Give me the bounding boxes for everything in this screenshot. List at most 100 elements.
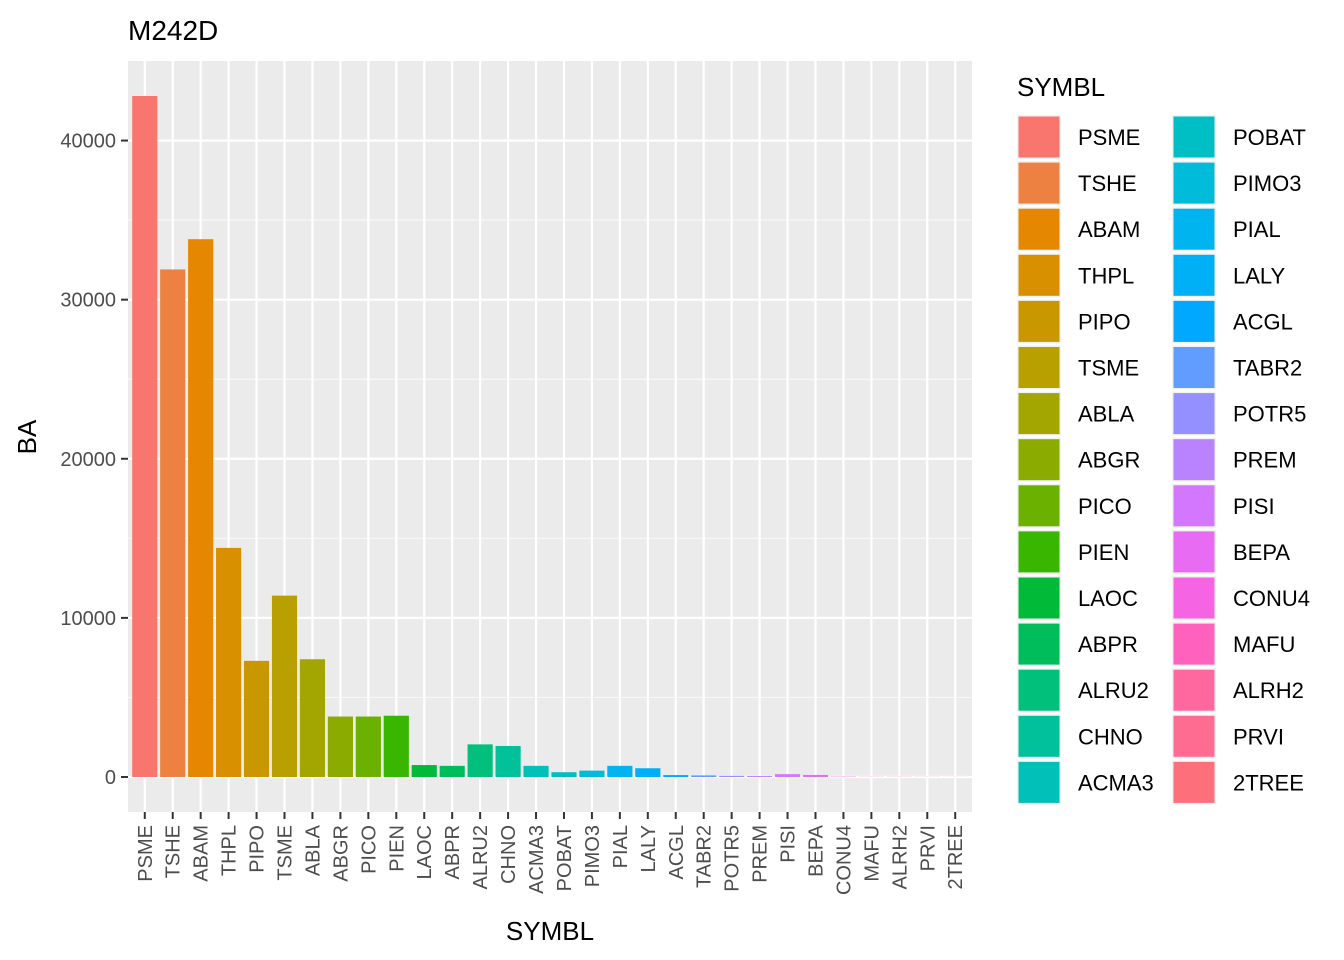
legend-label: LAOC (1078, 586, 1138, 611)
legend-label: PICO (1078, 494, 1132, 519)
legend-label: ABGR (1078, 448, 1140, 473)
y-tick-label: 10000 (60, 608, 116, 630)
legend-swatch-bepa (1173, 531, 1215, 573)
legend-swatch-acma3 (1018, 761, 1060, 803)
legend-swatch-abgr (1018, 439, 1060, 481)
legend-swatch-pico (1018, 485, 1060, 527)
legend-label: PIMO3 (1233, 171, 1301, 196)
legend-swatch-pial (1173, 208, 1215, 250)
legend-label: PISI (1233, 494, 1275, 519)
legend-swatch-potr5 (1173, 393, 1215, 435)
bar-abgr (327, 716, 353, 777)
legend-label: CHNO (1078, 724, 1143, 749)
legend-swatch-laly (1173, 254, 1215, 296)
x-tick-label: BEPA (805, 824, 827, 877)
legend-label: 2TREE (1233, 770, 1304, 795)
legend-swatch-abla (1018, 393, 1060, 435)
legend-label: LALY (1233, 263, 1286, 288)
bar-pisi (774, 774, 801, 777)
x-tick-label: LAOC (414, 825, 436, 879)
x-tick-label: THPL (219, 825, 241, 876)
legend-swatch-pisi (1173, 485, 1215, 527)
legend-swatch-abam (1018, 208, 1060, 250)
legend-label: BEPA (1233, 540, 1290, 565)
legend-swatch-prvi (1173, 715, 1215, 757)
legend-swatch-pobat (1173, 116, 1215, 158)
legend-swatch-pipo (1018, 300, 1060, 342)
bar-bepa (802, 774, 829, 777)
chart-title: M242D (128, 15, 218, 46)
legend-swatch-pimo3 (1173, 162, 1215, 204)
x-tick-label: ALRU2 (470, 825, 492, 889)
bar-pipo (243, 660, 270, 777)
legend-swatch-conu4 (1173, 577, 1215, 619)
legend-label: PIEN (1078, 540, 1129, 565)
bar-pico (355, 716, 381, 777)
bar-chno (495, 745, 521, 777)
x-tick-label: ACMA3 (526, 825, 548, 894)
legend-label: ALRH2 (1233, 678, 1304, 703)
bar-tabr2 (691, 775, 717, 777)
bar-abam (188, 239, 214, 777)
legend-label: ACMA3 (1078, 770, 1154, 795)
x-tick-label: PICO (358, 825, 380, 874)
legend-swatch-alru2 (1018, 669, 1060, 711)
legend-title: SYMBL (1017, 72, 1105, 102)
bar-abla (299, 659, 326, 777)
legend-label: ABLA (1078, 402, 1135, 427)
legend-swatch-pien (1018, 531, 1060, 573)
y-tick-label: 20000 (60, 449, 116, 471)
bar-laly (635, 768, 661, 777)
legend-swatch-thpl (1018, 254, 1060, 296)
bar-tsme (271, 595, 298, 777)
y-tick-label: 40000 (60, 131, 116, 153)
y-axis-label: BA (12, 419, 42, 454)
legend-label: PRVI (1233, 724, 1284, 749)
x-tick-label: ABAM (191, 825, 213, 882)
x-tick-label: PIAL (610, 825, 632, 868)
legend-swatch-chno (1018, 715, 1060, 757)
x-tick-label: PISI (778, 825, 800, 863)
x-tick-label: PIEN (386, 825, 408, 872)
bars (132, 96, 968, 777)
legend-label: POTR5 (1233, 402, 1306, 427)
bar-laoc (411, 765, 437, 777)
x-tick-label: PREM (750, 825, 772, 883)
legend-label: TSHE (1078, 171, 1137, 196)
x-tick-label: PSME (135, 825, 157, 882)
bar-thpl (216, 547, 242, 777)
x-tick-label: ACGL (666, 825, 688, 879)
y-tick-label: 30000 (60, 290, 116, 312)
bar-psme (132, 96, 158, 777)
bar-potr5 (719, 775, 745, 777)
bar-tshe (160, 269, 186, 777)
legend-label: ALRU2 (1078, 678, 1149, 703)
legend-label: ACGL (1233, 309, 1293, 334)
legend-label: PIAL (1233, 217, 1281, 242)
bar-pial (607, 765, 633, 777)
legend-items: PSME TSHE ABAM THPL PIPO TSME ABLA ABGR PICO PIEN… (1017, 115, 1310, 805)
x-axis-label: SYMBL (506, 916, 594, 946)
legend-swatch-tsme (1018, 347, 1060, 388)
x-tick-label: TABR2 (694, 825, 716, 888)
legend-swatch-2tree (1173, 761, 1215, 803)
bar-acgl (663, 775, 689, 777)
bar-alru2 (467, 744, 493, 777)
legend-label: ABPR (1078, 632, 1138, 657)
legend-swatch-alrh2 (1173, 669, 1215, 711)
x-tick-label: PIMO3 (582, 825, 604, 887)
legend-swatch-prem (1173, 439, 1215, 481)
y-tick-label: 0 (105, 767, 116, 789)
x-tick-label: POTR5 (722, 825, 744, 892)
bar-pimo3 (579, 770, 605, 777)
x-tick-label: 2TREE (945, 825, 967, 889)
bar-pobat (551, 772, 577, 777)
x-tick-label: CHNO (498, 825, 520, 884)
x-tick-label: ALRH2 (889, 825, 911, 889)
x-tick-label: ABGR (330, 825, 352, 882)
legend-swatch-laoc (1018, 577, 1060, 619)
bar-pien (383, 715, 409, 777)
legend-swatch-abpr (1018, 623, 1060, 665)
legend-label: TABR2 (1233, 356, 1302, 381)
y-axis: 0 10000 20000 30000 40000 (60, 131, 128, 789)
